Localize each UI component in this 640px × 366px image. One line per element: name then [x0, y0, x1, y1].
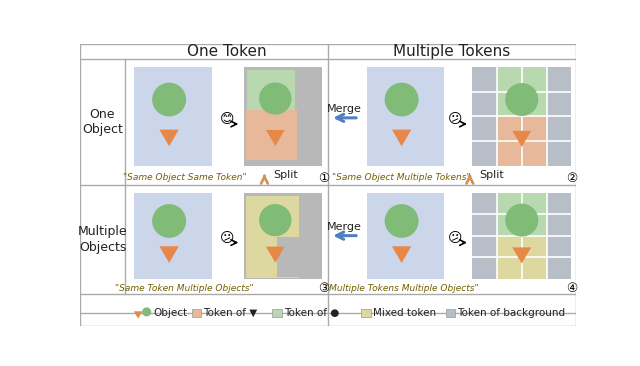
Bar — [497, 257, 522, 279]
Text: "Multiple Tokens Multiple Objects": "Multiple Tokens Multiple Objects" — [325, 284, 479, 293]
Text: Multiple
Objects: Multiple Objects — [77, 225, 127, 254]
Circle shape — [153, 205, 186, 237]
Bar — [472, 67, 572, 165]
Text: Multiple Tokens: Multiple Tokens — [394, 44, 511, 59]
Circle shape — [385, 205, 418, 237]
Bar — [522, 193, 547, 214]
Bar — [246, 195, 298, 279]
Bar — [497, 116, 522, 141]
Bar — [277, 238, 300, 277]
Bar — [522, 92, 547, 116]
Bar — [522, 214, 547, 236]
Polygon shape — [392, 246, 412, 263]
Text: 😕: 😕 — [220, 231, 234, 245]
Polygon shape — [159, 246, 179, 263]
Text: ④: ④ — [566, 282, 577, 295]
Bar — [248, 70, 296, 127]
Bar — [367, 67, 444, 165]
Polygon shape — [134, 311, 142, 319]
Text: Merge: Merge — [327, 222, 362, 232]
Circle shape — [143, 308, 150, 316]
Text: Split: Split — [274, 170, 298, 180]
Text: Merge: Merge — [327, 104, 362, 114]
Text: Split: Split — [479, 170, 504, 180]
Bar — [472, 193, 572, 279]
Bar — [497, 116, 522, 141]
Text: ①: ① — [317, 172, 329, 185]
Bar — [497, 236, 522, 257]
Text: 😕: 😕 — [448, 231, 462, 245]
Text: ③: ③ — [317, 282, 329, 295]
Bar — [244, 193, 322, 279]
Text: ②: ② — [566, 172, 577, 185]
Text: 😕: 😕 — [448, 112, 462, 126]
Bar — [522, 116, 547, 141]
Polygon shape — [266, 130, 285, 146]
Bar — [367, 193, 444, 279]
Text: Object: Object — [154, 308, 188, 318]
Bar — [497, 67, 522, 92]
Circle shape — [260, 205, 291, 236]
Polygon shape — [513, 131, 531, 147]
Bar — [191, 309, 201, 317]
Bar — [134, 193, 212, 279]
Bar — [497, 193, 522, 214]
Text: Token of background: Token of background — [458, 308, 566, 318]
Bar — [497, 141, 522, 165]
Polygon shape — [392, 130, 412, 146]
Bar — [497, 236, 522, 257]
Polygon shape — [266, 247, 285, 263]
Bar — [522, 236, 547, 257]
Text: "Same Object Multiple Tokens": "Same Object Multiple Tokens" — [332, 173, 471, 182]
Text: "Same Object Same Token": "Same Object Same Token" — [123, 173, 246, 182]
Text: Token of ●: Token of ● — [284, 308, 339, 318]
Text: 😊: 😊 — [220, 112, 234, 126]
Bar — [272, 309, 282, 317]
Text: One
Object: One Object — [82, 108, 123, 136]
Bar — [522, 141, 547, 165]
Bar — [522, 257, 547, 279]
Circle shape — [506, 204, 538, 236]
Bar — [362, 309, 371, 317]
Circle shape — [153, 83, 186, 116]
Bar — [246, 111, 297, 160]
Polygon shape — [513, 247, 531, 264]
Bar — [497, 92, 522, 116]
Bar — [244, 67, 322, 165]
Circle shape — [506, 84, 538, 115]
Bar — [134, 67, 212, 165]
Text: Mixed token: Mixed token — [373, 308, 436, 318]
Circle shape — [260, 83, 291, 114]
Text: Token of ▼: Token of ▼ — [204, 308, 257, 318]
Bar — [522, 67, 547, 92]
Polygon shape — [159, 130, 179, 146]
Bar — [522, 236, 547, 257]
Circle shape — [385, 83, 418, 116]
Text: One Token: One Token — [187, 44, 266, 59]
Bar — [497, 214, 522, 236]
Text: "Same Token Multiple Objects": "Same Token Multiple Objects" — [115, 284, 254, 293]
Bar — [446, 309, 455, 317]
Bar — [522, 116, 547, 141]
